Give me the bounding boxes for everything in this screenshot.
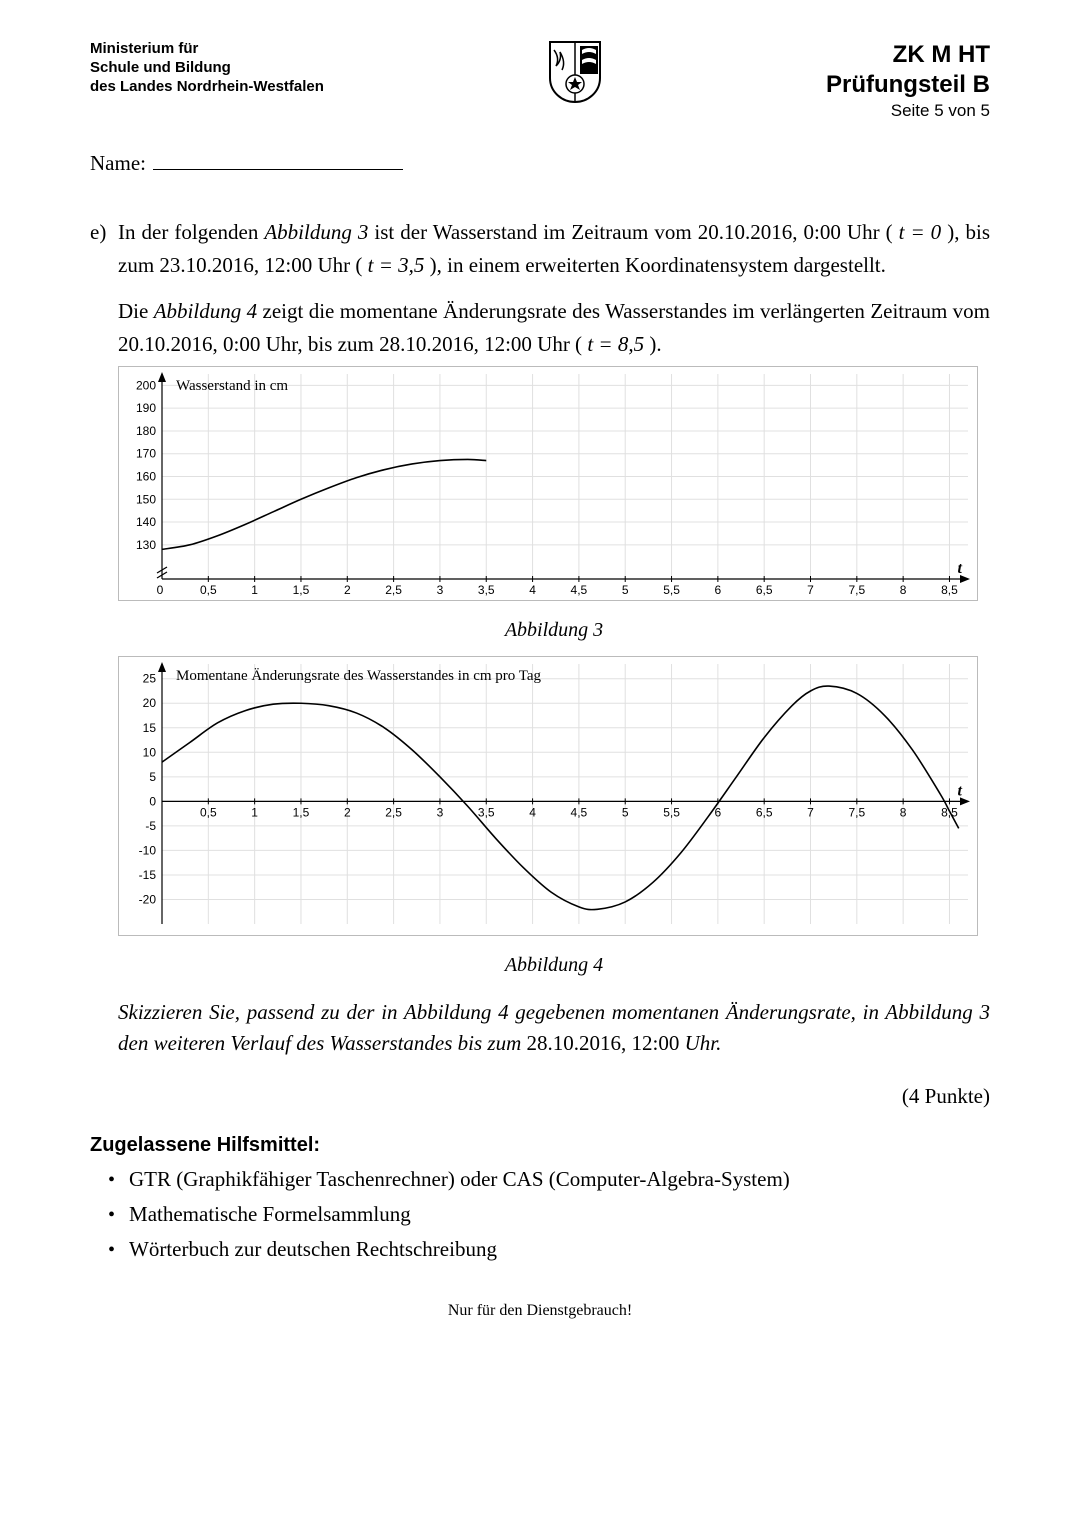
svg-text:2: 2 bbox=[344, 805, 351, 819]
chart-4-caption: Abbildung 4 bbox=[118, 950, 990, 981]
task-content: In der folgenden Abbildung 3 ist der Was… bbox=[118, 216, 990, 360]
svg-text:20: 20 bbox=[143, 696, 157, 710]
svg-text:t: t bbox=[958, 560, 963, 577]
svg-text:8: 8 bbox=[900, 583, 907, 597]
svg-text:-5: -5 bbox=[145, 819, 156, 833]
task-paragraph-2: Die Abbildung 4 zeigt die momentane Ände… bbox=[118, 295, 990, 360]
svg-text:3,5: 3,5 bbox=[478, 805, 495, 819]
svg-text:1,5: 1,5 bbox=[293, 805, 310, 819]
task-item-e: e) In der folgenden Abbildung 3 ist der … bbox=[90, 216, 990, 360]
svg-text:4,5: 4,5 bbox=[571, 805, 588, 819]
chart-3: 130 140 150 160 170 180 190 200 0,5 1 1,5 2 2,5 3 3,5 4… bbox=[118, 366, 978, 601]
svg-text:160: 160 bbox=[136, 470, 156, 484]
svg-text:3: 3 bbox=[437, 583, 444, 597]
chart-3-caption: Abbildung 3 bbox=[118, 615, 990, 646]
svg-text:15: 15 bbox=[143, 721, 157, 735]
ministry-line-1: Ministerium für bbox=[90, 40, 324, 59]
svg-text:130: 130 bbox=[136, 538, 156, 552]
task-paragraph-1: In der folgenden Abbildung 3 ist der Was… bbox=[118, 216, 990, 281]
svg-text:Momentane Änderungsrate des Wa: Momentane Änderungsrate des Wasserstande… bbox=[176, 667, 542, 684]
tools-item-0: GTR (Graphikfähiger Taschenrechner) oder… bbox=[108, 1167, 990, 1192]
svg-text:150: 150 bbox=[136, 493, 156, 507]
svg-text:-10: -10 bbox=[139, 843, 157, 857]
ministry-line-2: Schule und Bildung bbox=[90, 59, 324, 78]
svg-text:4,5: 4,5 bbox=[571, 583, 588, 597]
svg-text:5: 5 bbox=[622, 583, 629, 597]
tools-item-1: Mathematische Formelsammlung bbox=[108, 1202, 990, 1227]
ministry-line-3: des Landes Nordrhein-Westfalen bbox=[90, 78, 324, 97]
svg-text:2,5: 2,5 bbox=[385, 583, 402, 597]
svg-text:0,5: 0,5 bbox=[200, 805, 217, 819]
svg-text:200: 200 bbox=[136, 379, 156, 393]
ministry-block: Ministerium für Schule und Bildung des L… bbox=[90, 40, 324, 96]
svg-text:190: 190 bbox=[136, 402, 156, 416]
name-label: Name: bbox=[90, 151, 146, 175]
svg-text:-15: -15 bbox=[139, 868, 157, 882]
chart-4: -20 -15 -10 -5 0 5 10 15 20 25 0,5 1 1,5 2 2,5 3 3,5 4 4,5… bbox=[118, 656, 978, 936]
name-input-line[interactable] bbox=[153, 169, 403, 170]
svg-text:3: 3 bbox=[437, 805, 444, 819]
tools-list: GTR (Graphikfähiger Taschenrechner) oder… bbox=[90, 1167, 990, 1262]
svg-text:25: 25 bbox=[143, 672, 157, 686]
page-number: Seite 5 von 5 bbox=[826, 100, 990, 121]
svg-text:8,5: 8,5 bbox=[941, 583, 958, 597]
svg-text:-20: -20 bbox=[139, 892, 157, 906]
svg-text:0: 0 bbox=[157, 583, 164, 597]
name-field-row: Name: bbox=[90, 151, 990, 176]
svg-text:5,5: 5,5 bbox=[663, 805, 680, 819]
svg-text:1: 1 bbox=[251, 583, 258, 597]
exam-part: Prüfungsteil B bbox=[826, 70, 990, 100]
svg-text:0: 0 bbox=[149, 794, 156, 808]
exam-page: Ministerium für Schule und Bildung des L… bbox=[0, 0, 1080, 1527]
svg-text:1,5: 1,5 bbox=[293, 583, 310, 597]
nrw-coat-of-arms-icon bbox=[546, 40, 604, 109]
tools-item-2: Wörterbuch zur deutschen Rechtschreibung bbox=[108, 1237, 990, 1262]
footer-note: Nur für den Dienstgebrauch! bbox=[90, 1302, 990, 1320]
svg-text:7: 7 bbox=[807, 805, 814, 819]
svg-text:4: 4 bbox=[529, 805, 536, 819]
svg-text:7,5: 7,5 bbox=[848, 805, 865, 819]
chart-4-container: -20 -15 -10 -5 0 5 10 15 20 25 0,5 1 1,5 2 2,5 3 3,5 4 4,5… bbox=[118, 656, 990, 981]
task-instruction: Skizzieren Sie, passend zu der in Abbild… bbox=[118, 997, 990, 1060]
svg-text:5: 5 bbox=[149, 770, 156, 784]
svg-text:1: 1 bbox=[251, 805, 258, 819]
svg-text:170: 170 bbox=[136, 447, 156, 461]
svg-text:7: 7 bbox=[807, 583, 814, 597]
svg-text:6,5: 6,5 bbox=[756, 805, 773, 819]
svg-text:10: 10 bbox=[143, 745, 157, 759]
svg-text:6,5: 6,5 bbox=[756, 583, 773, 597]
svg-text:4: 4 bbox=[529, 583, 536, 597]
svg-text:180: 180 bbox=[136, 424, 156, 438]
svg-text:8: 8 bbox=[900, 805, 907, 819]
chart-3-container: 130 140 150 160 170 180 190 200 0,5 1 1,5 2 2,5 3 3,5 4… bbox=[118, 366, 990, 646]
svg-text:2,5: 2,5 bbox=[385, 805, 402, 819]
svg-text:Wasserstand in cm: Wasserstand in cm bbox=[176, 378, 288, 394]
task-marker: e) bbox=[90, 216, 118, 360]
svg-text:2: 2 bbox=[344, 583, 351, 597]
svg-text:140: 140 bbox=[136, 515, 156, 529]
exam-info-block: ZK M HT Prüfungsteil B Seite 5 von 5 bbox=[826, 40, 990, 121]
exam-code: ZK M HT bbox=[826, 40, 990, 70]
svg-text:5: 5 bbox=[622, 805, 629, 819]
svg-text:5,5: 5,5 bbox=[663, 583, 680, 597]
svg-text:3,5: 3,5 bbox=[478, 583, 495, 597]
svg-text:0,5: 0,5 bbox=[200, 583, 217, 597]
tools-heading: Zugelassene Hilfsmittel: bbox=[90, 1134, 990, 1157]
task-body: e) In der folgenden Abbildung 3 ist der … bbox=[90, 216, 990, 1112]
svg-text:6: 6 bbox=[715, 583, 722, 597]
svg-text:t: t bbox=[958, 782, 963, 799]
page-header: Ministerium für Schule und Bildung des L… bbox=[90, 40, 990, 121]
svg-text:7,5: 7,5 bbox=[848, 583, 865, 597]
points-label: (4 Punkte) bbox=[90, 1080, 990, 1113]
